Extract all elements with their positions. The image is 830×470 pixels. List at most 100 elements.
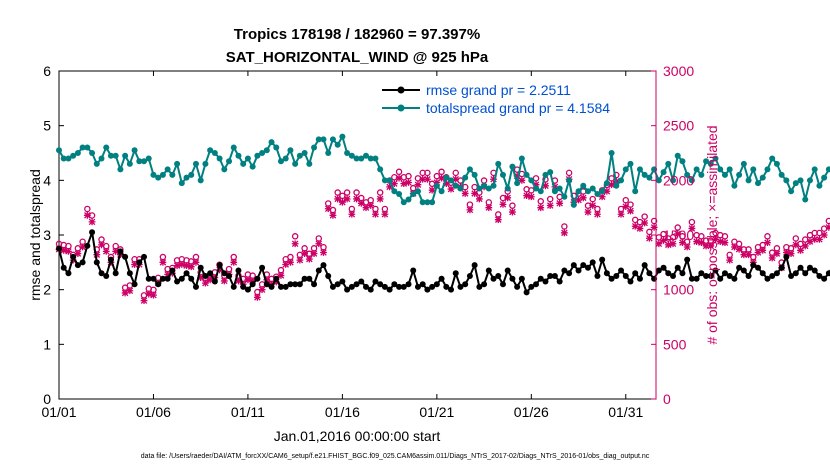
obs-assimilated-marker bbox=[622, 203, 630, 210]
obs-assimilated-marker bbox=[367, 202, 375, 209]
rmse-point bbox=[240, 283, 247, 290]
totalspread-point bbox=[655, 177, 662, 184]
rmse-point bbox=[93, 259, 100, 266]
rmse-point bbox=[292, 281, 299, 288]
rmse-point bbox=[221, 270, 228, 277]
totalspread-point bbox=[509, 163, 516, 170]
obs-possible-marker bbox=[546, 195, 554, 203]
rmse-point bbox=[230, 283, 237, 290]
y-tick-right-label: 3000 bbox=[663, 63, 694, 79]
obs-assimilated-marker bbox=[305, 255, 313, 263]
totalspread-point bbox=[594, 191, 601, 197]
totalspread-point bbox=[518, 155, 525, 162]
totalspread-point bbox=[325, 150, 332, 156]
rmse-point bbox=[254, 275, 261, 282]
obs-assimilated-marker bbox=[353, 195, 360, 203]
rmse-point bbox=[542, 278, 549, 285]
rmse-point bbox=[726, 273, 733, 279]
totalspread-point bbox=[367, 155, 374, 162]
rmse-point bbox=[660, 264, 667, 271]
obs-assimilated-marker bbox=[343, 195, 351, 203]
totalspread-point bbox=[599, 188, 606, 195]
y-tick-label: 5 bbox=[43, 118, 51, 134]
totalspread-point bbox=[641, 171, 648, 178]
rmse-point bbox=[320, 262, 327, 269]
rmse-point bbox=[381, 283, 388, 290]
rmse-point bbox=[197, 264, 204, 271]
rmse-point bbox=[632, 270, 639, 277]
totalspread-point bbox=[603, 180, 610, 187]
obs-assimilated-marker bbox=[697, 239, 705, 247]
totalspread-point bbox=[556, 185, 563, 192]
rmse-point bbox=[273, 275, 280, 282]
chart-title: Tropics 178198 / 182960 = 97.397% bbox=[234, 26, 480, 43]
obs-assimilated-marker bbox=[551, 183, 559, 191]
obs-assimilated-marker bbox=[627, 207, 634, 215]
totalspread-point bbox=[230, 144, 237, 151]
obs-possible-marker bbox=[565, 169, 573, 177]
obs-possible-marker bbox=[721, 233, 729, 240]
totalspread-point bbox=[216, 155, 223, 162]
obs-assimilated-marker bbox=[405, 179, 412, 186]
totalspread-point bbox=[528, 177, 535, 184]
totalspread-point bbox=[438, 188, 445, 195]
rmse-point bbox=[400, 283, 407, 290]
totalspread-point bbox=[339, 133, 346, 140]
totalspread-point bbox=[580, 182, 587, 189]
obs-assimilated-marker bbox=[310, 250, 318, 257]
rmse-point bbox=[419, 281, 426, 288]
rmse-point bbox=[561, 267, 568, 274]
obs-assimilated-marker bbox=[773, 250, 781, 257]
rmse-point bbox=[150, 275, 157, 282]
totalspread-point bbox=[778, 171, 785, 178]
totalspread-point bbox=[70, 152, 77, 159]
rmse-point bbox=[126, 270, 133, 277]
rmse-point bbox=[235, 267, 242, 274]
rmse-point bbox=[344, 286, 351, 293]
totalspread-point bbox=[764, 166, 771, 173]
obs-assimilated-marker bbox=[674, 230, 682, 238]
rmse-point bbox=[688, 275, 695, 282]
obs-assimilated-marker bbox=[220, 277, 228, 285]
totalspread-point bbox=[740, 160, 747, 167]
rmse-point bbox=[145, 275, 152, 282]
rmse-point bbox=[750, 262, 757, 269]
obs-assimilated-marker bbox=[74, 250, 82, 257]
obs-assimilated-marker bbox=[546, 202, 554, 209]
x-tick-label: 01/06 bbox=[136, 404, 171, 420]
rmse-point bbox=[306, 275, 313, 282]
totalspread-point bbox=[679, 158, 686, 165]
totalspread-point bbox=[155, 174, 162, 181]
obs-assimilated-marker bbox=[230, 258, 238, 266]
totalspread-point bbox=[377, 166, 384, 173]
totalspread-point bbox=[773, 160, 780, 167]
y-tick-right-label: 2000 bbox=[663, 172, 694, 188]
rmse-point bbox=[112, 270, 119, 277]
obs-possible-marker bbox=[764, 233, 771, 240]
totalspread-point bbox=[419, 199, 426, 206]
totalspread-point bbox=[56, 147, 62, 154]
obs-possible-marker bbox=[608, 175, 615, 182]
obs-possible-marker bbox=[452, 169, 459, 177]
totalspread-point bbox=[112, 152, 119, 159]
rmse-point bbox=[584, 264, 591, 271]
y-tick-label: 2 bbox=[43, 282, 51, 298]
obs-assimilated-marker bbox=[131, 261, 138, 268]
obs-assimilated-marker bbox=[296, 256, 304, 264]
rmse-point bbox=[325, 273, 332, 279]
obs-assimilated-marker bbox=[664, 241, 672, 249]
obs-assimilated-marker bbox=[395, 174, 403, 182]
rmse-point bbox=[433, 281, 440, 288]
totalspread-point bbox=[226, 158, 233, 165]
legend-totalspread-label: totalspread grand pr = 4.1584 bbox=[426, 100, 610, 116]
obs-assimilated-marker bbox=[532, 181, 540, 189]
rmse-point bbox=[485, 267, 492, 274]
totalspread-point bbox=[320, 136, 327, 143]
totalspread-point bbox=[570, 201, 577, 208]
totalspread-point bbox=[122, 152, 129, 159]
obs-assimilated-marker bbox=[324, 205, 332, 213]
obs-assimilated-marker bbox=[509, 208, 516, 216]
rmse-point bbox=[429, 283, 436, 290]
rmse-point bbox=[476, 283, 483, 290]
totalspread-point bbox=[495, 160, 502, 167]
